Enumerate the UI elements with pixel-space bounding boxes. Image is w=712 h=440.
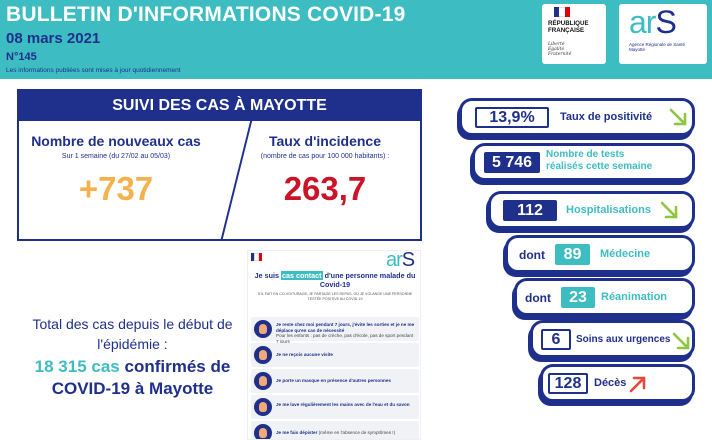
- cas-contact-poster: arS Je suis cas contact d'une personne m…: [247, 250, 421, 440]
- suivi-heading: SUIVI DES CAS À MAYOTTE: [19, 91, 420, 121]
- new-cases-value: +737: [78, 170, 154, 207]
- urgences-value: 6: [541, 329, 571, 350]
- bulletin-date: 08 mars 2021: [6, 30, 101, 47]
- bulletin-number: N°145: [6, 51, 37, 63]
- hand-wash-icon: [254, 398, 272, 416]
- indicator-medecine: dont 89 Médecine: [505, 235, 695, 273]
- reanimation-value: 23: [561, 287, 595, 308]
- indicator-reanimation: dont 23 Réanimation: [514, 278, 695, 316]
- ars-subtitle: Agence Régionale de Santé Mayotte: [629, 42, 686, 53]
- new-cases-subtitle: Sur 1 semaine (du 27/02 au 05/03): [61, 153, 171, 160]
- no-visit-icon: [254, 346, 272, 364]
- poster-small-text: S'IL FAIT EN CO-VOITURAGE, JE PARTAGE LE…: [257, 292, 413, 301]
- trend-down-arrow-icon: [669, 108, 687, 126]
- poster-item: Je me fais dépister (même en l'absence d…: [251, 421, 419, 439]
- hospitalisations-value: 112: [503, 200, 557, 221]
- deces-label: Décès: [594, 377, 627, 389]
- reanimation-prefix: dont: [525, 291, 551, 305]
- total-line-3: 18 315 cas confirmés de: [20, 356, 245, 378]
- poster-title: Je suis cas contact d'une personne malad…: [254, 271, 416, 289]
- total-line-2: l'épidémie :: [97, 336, 168, 352]
- new-cases-title: Nombre de nouveaux cas: [31, 133, 201, 149]
- republique-motto: Liberté Égalité Fraternité: [548, 42, 572, 57]
- indicator-positivity: 13,9% Taux de positivité: [459, 98, 695, 136]
- incidence-value: 263,7: [283, 170, 367, 207]
- poster-item: Je ne reçois aucune visite: [251, 343, 419, 367]
- indicator-deces: 128 Décès: [540, 364, 695, 402]
- total-line-4: COVID-19 à Mayotte: [51, 379, 214, 398]
- ars-wordmark: arS: [629, 4, 677, 40]
- marianne-flag-icon: [554, 7, 570, 17]
- hospitalisations-label: Hospitalisations: [566, 204, 651, 216]
- stay-home-icon: [254, 320, 272, 338]
- trend-up-arrow-icon: [629, 376, 646, 393]
- poster-item: Je me lave régulièrement les mains avec …: [251, 395, 419, 419]
- medecine-label: Médecine: [600, 248, 651, 260]
- header-banner: BULLETIN D'INFORMATIONS COVID-19 08 mars…: [0, 0, 712, 79]
- suivi-des-cas-panel: SUIVI DES CAS À MAYOTTE Nombre de nouvea…: [17, 89, 422, 241]
- poster-item: Je porte un masque en présence d'autres …: [251, 369, 419, 393]
- positivity-value: 13,9%: [475, 107, 549, 128]
- trend-down-arrow-icon: [660, 201, 678, 219]
- urgences-label: Soins aux urgences: [576, 334, 671, 345]
- test-swab-icon: [254, 424, 272, 439]
- indicator-urgences: 6 Soins aux urgences: [530, 320, 695, 358]
- indicator-tests: 5 746 Nombre de tests réalisés cette sem…: [472, 143, 695, 181]
- update-note: Les informations publiées sont mises à j…: [6, 67, 181, 74]
- poster-title-highlight: cas contact: [281, 271, 323, 280]
- tests-value: 5 746: [484, 152, 540, 173]
- deces-value: 128: [548, 373, 588, 394]
- indicator-hospitalisations: 112 Hospitalisations: [488, 191, 695, 229]
- positivity-label: Taux de positivité: [560, 111, 653, 123]
- poster-item: Je reste chez moi pendant 7 jours, j'évi…: [251, 317, 419, 344]
- poster-ars-logo: arS: [386, 250, 415, 271]
- trend-down-arrow-icon: [672, 332, 690, 350]
- incidence-title: Taux d'incidence: [269, 133, 381, 149]
- ars-logo: arS Agence Régionale de Santé Mayotte: [619, 4, 707, 64]
- medecine-value: 89: [555, 244, 590, 265]
- marianne-mini-icon: [251, 253, 262, 261]
- reanimation-label: Réanimation: [601, 291, 668, 303]
- total-confirmed: confirmés de: [124, 357, 231, 376]
- total-cases-text: Total des cas depuis le début de l'épidé…: [20, 316, 245, 400]
- republique-name: RÉPUBLIQUE FRANÇAISE: [548, 20, 589, 34]
- total-count: 18 315 cas: [34, 357, 120, 376]
- total-line-1: Total des cas depuis le début de: [32, 316, 233, 332]
- incidence-block: Taux d'incidence (nombre de cas pour 100…: [231, 121, 419, 239]
- bulletin-title: BULLETIN D'INFORMATIONS COVID-19: [6, 3, 406, 26]
- incidence-subtitle: (nombre de cas pour 100 000 habitants) :: [260, 153, 390, 160]
- tests-label: Nombre de tests réalisés cette semaine: [546, 149, 653, 172]
- mask-icon: [254, 372, 272, 390]
- republique-francaise-logo: RÉPUBLIQUE FRANÇAISE Liberté Égalité Fra…: [542, 4, 606, 64]
- new-cases-block: Nombre de nouveaux cas Sur 1 semaine (du…: [21, 121, 211, 239]
- medecine-prefix: dont: [519, 248, 545, 262]
